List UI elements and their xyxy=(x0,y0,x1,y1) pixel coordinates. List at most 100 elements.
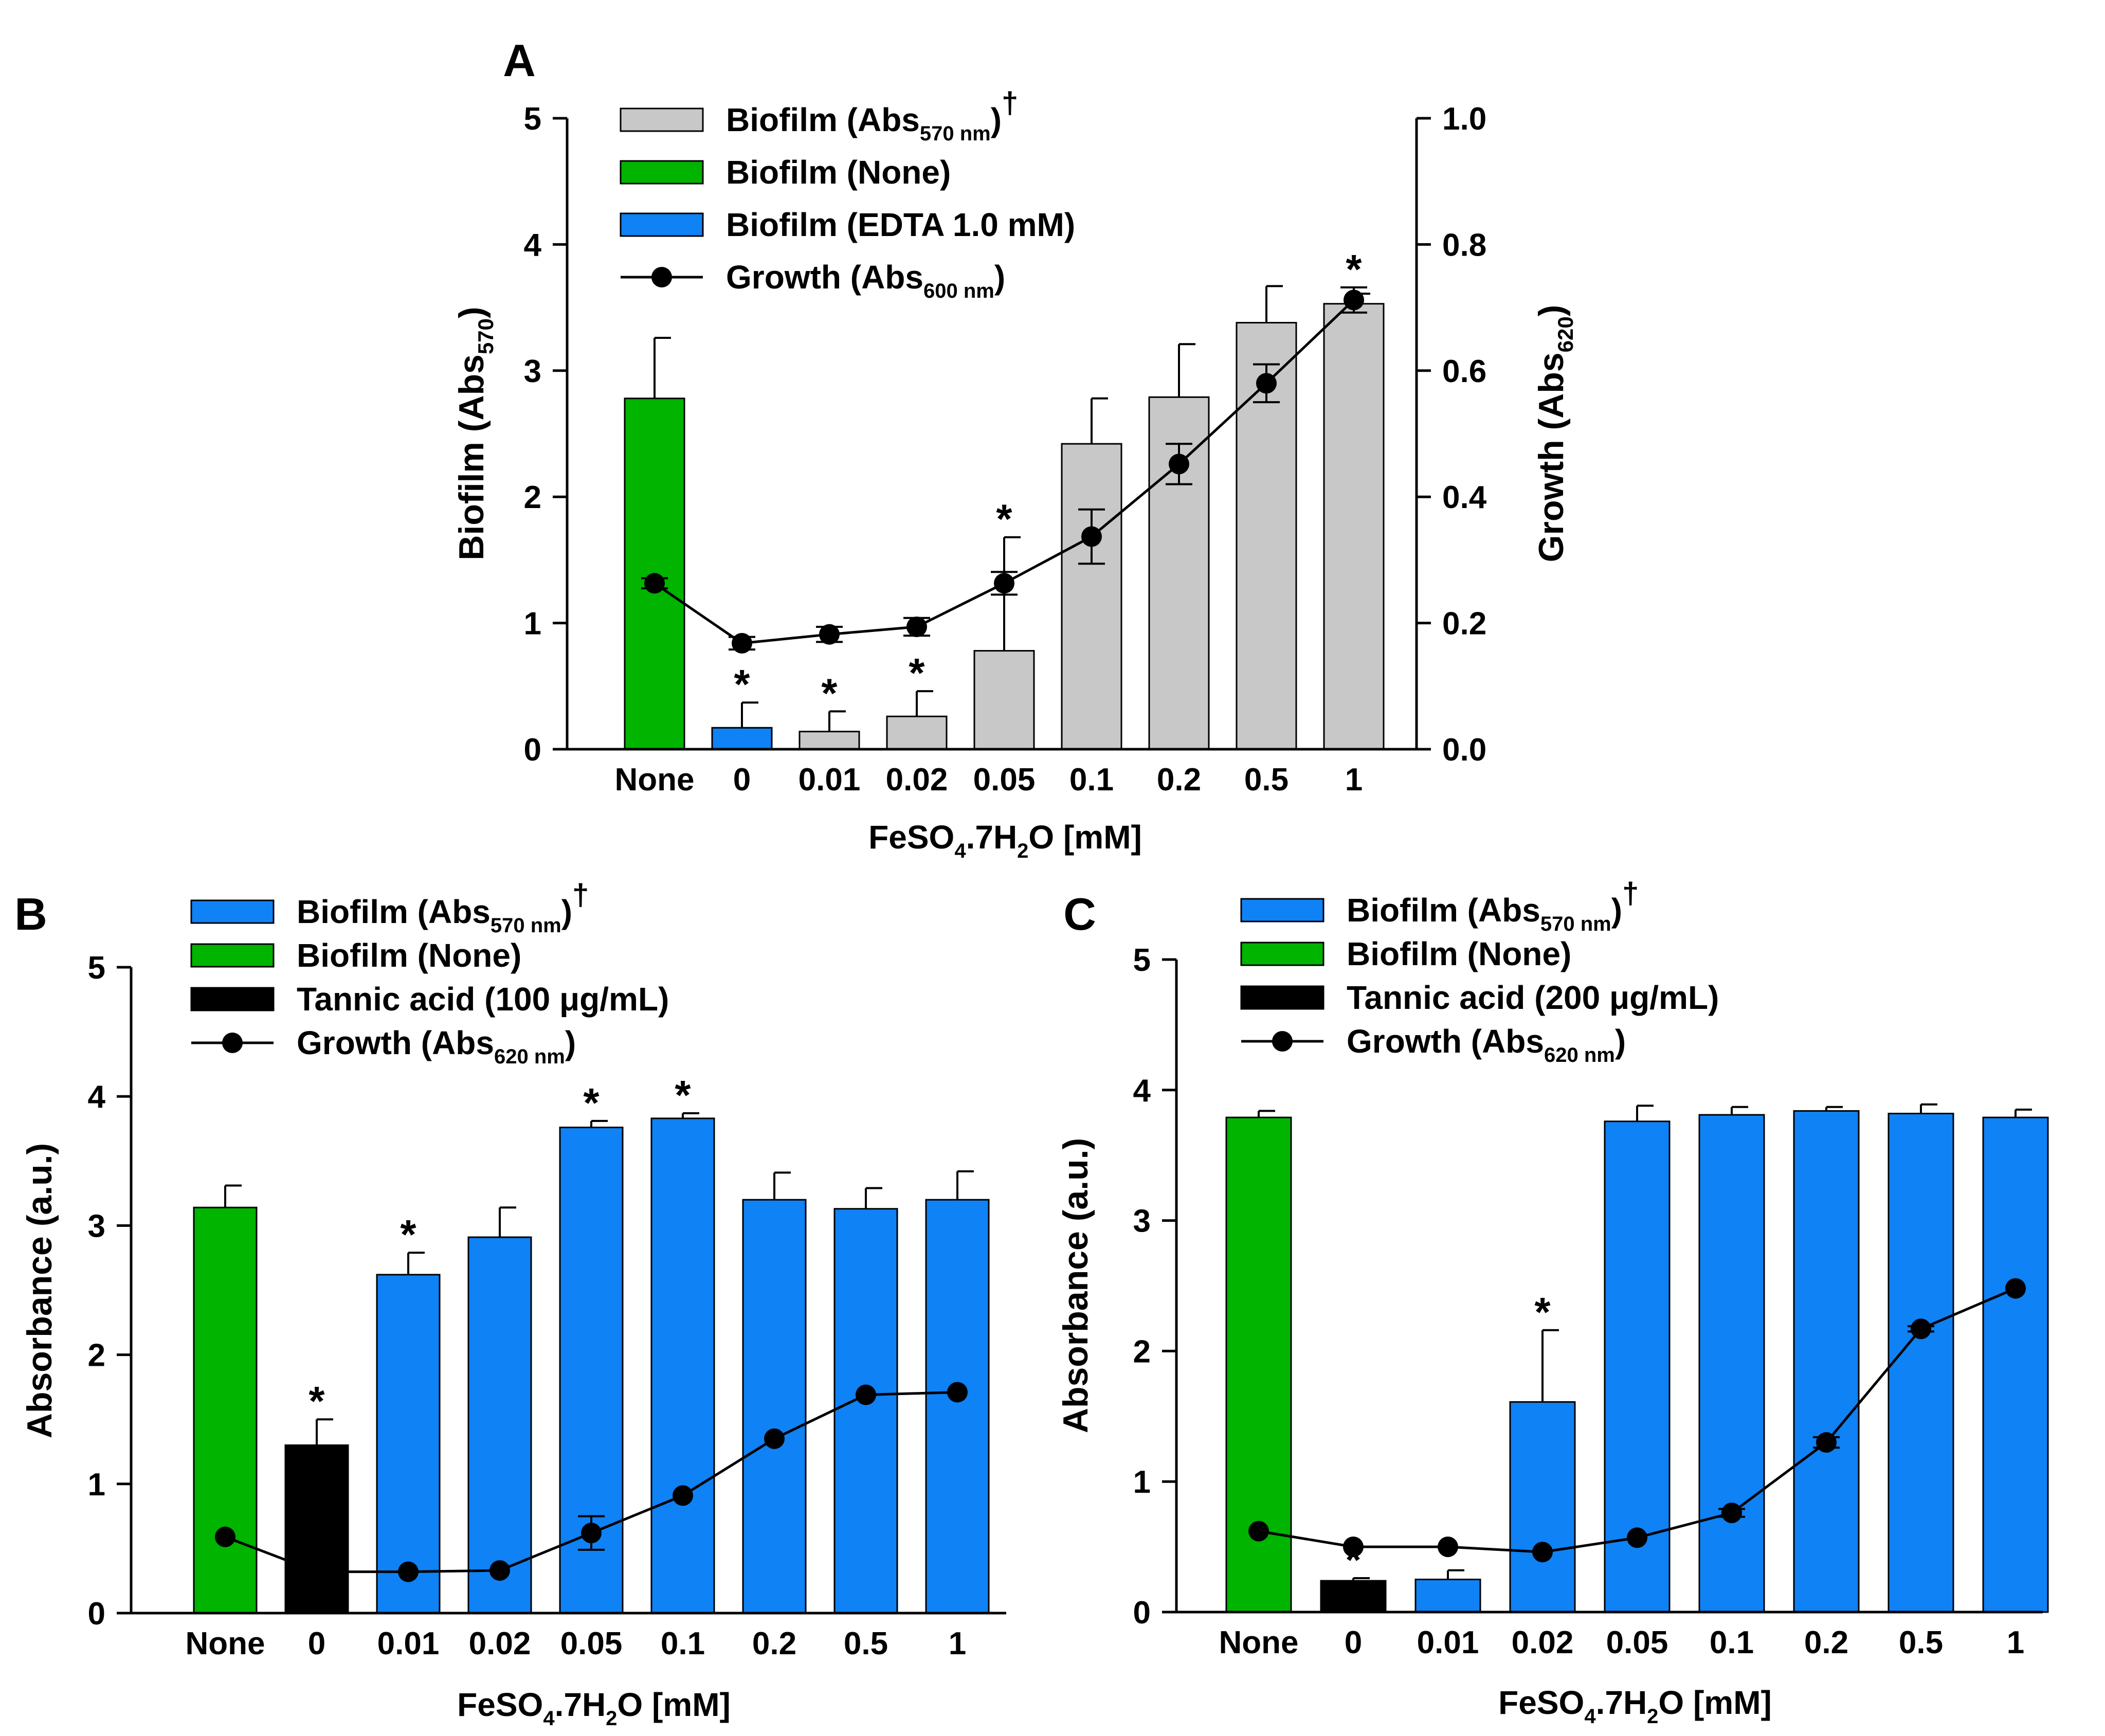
x-tick-label: 0.05 xyxy=(1606,1625,1668,1660)
x-axis-title-part: O [mM] xyxy=(1028,819,1141,856)
bar xyxy=(886,715,948,750)
x-axis-title-part: 4 xyxy=(543,1707,555,1730)
growth-point xyxy=(1627,1527,1647,1548)
y-tick-label: 4 xyxy=(88,1079,106,1115)
legend-swatch xyxy=(620,160,704,185)
chart-panel-b: B * * * * 0 1 2 3 4 5 None 0 0.01 0.02 0.05 0.1 0.2 0.5 1 Fe… xyxy=(14,878,1006,1730)
bar xyxy=(742,1199,807,1614)
legend-label: Tannic acid (100 μg/mL) xyxy=(297,981,669,1018)
growth-point xyxy=(2005,1278,2026,1299)
legend-label-part: † xyxy=(1622,877,1639,910)
y-tick-label: 1 xyxy=(1133,1464,1151,1500)
significance-asterisk: * xyxy=(1345,1537,1362,1583)
y2-tick-label: 0.2 xyxy=(1442,606,1486,642)
legend-label-part: Biofilm (Abs xyxy=(726,101,920,138)
x-tick-label: 0.02 xyxy=(886,762,948,798)
y2-tick-label: 0.4 xyxy=(1442,480,1487,515)
x-tick-label: 0 xyxy=(733,762,751,798)
bar xyxy=(711,727,773,750)
growth-point xyxy=(819,624,840,645)
growth-point xyxy=(947,1382,968,1403)
y-tick-label: 1 xyxy=(88,1467,105,1503)
y2-tick-label: 0.8 xyxy=(1442,227,1486,263)
y-tick-label: 3 xyxy=(524,354,541,389)
legend-marker xyxy=(222,1033,243,1053)
y-tick-label: 4 xyxy=(524,227,542,263)
growth-point xyxy=(673,1485,693,1506)
legend-label-part: Tannic acid (200 μg/mL) xyxy=(1347,979,1719,1016)
growth-point xyxy=(1081,526,1102,547)
legend-label-part: 620 nm xyxy=(494,1045,565,1068)
legend-label: Biofilm (None) xyxy=(726,154,951,191)
x-tick-label: 0.02 xyxy=(1512,1625,1574,1660)
x-tick-label: 0.2 xyxy=(1804,1625,1848,1660)
legend-label: Biofilm (Abs570 nm)† xyxy=(726,86,1018,145)
significance-asterisk: * xyxy=(309,1378,325,1424)
x-axis-title-part: O [mM] xyxy=(617,1686,730,1723)
legend-swatch xyxy=(1240,985,1324,1010)
significance-asterisk: * xyxy=(1534,1289,1551,1335)
significance-asterisk: * xyxy=(583,1080,600,1126)
growth-point xyxy=(994,573,1014,594)
y-tick-label: 5 xyxy=(524,101,541,137)
x-tick-label: 0.02 xyxy=(469,1626,531,1661)
legend-label-part: 600 nm xyxy=(923,280,994,302)
legend-swatch xyxy=(620,107,704,132)
legend-label-part: ) xyxy=(1615,1023,1626,1060)
growth-point xyxy=(306,1561,327,1582)
x-tick-label: 0.5 xyxy=(1244,762,1289,798)
x-tick-label: 0.01 xyxy=(1417,1625,1479,1660)
legend-label: Growth (Abs620 nm) xyxy=(297,1024,576,1068)
growth-point xyxy=(764,1428,785,1449)
bar xyxy=(650,1117,715,1614)
bar xyxy=(799,731,860,750)
legend-label-part: Growth (Abs xyxy=(726,259,923,296)
x-tick-label: 0.01 xyxy=(377,1626,440,1661)
x-axis-title: FeSO4.7H2O [mM] xyxy=(868,819,1142,862)
x-tick-label: 0.2 xyxy=(1157,762,1201,798)
legend-swatch xyxy=(620,212,704,237)
legend-label-part: † xyxy=(572,878,589,912)
bar xyxy=(1061,443,1122,750)
bar xyxy=(1414,1579,1481,1613)
significance-asterisk: * xyxy=(734,661,750,707)
significance-asterisk: * xyxy=(821,670,838,716)
x-tick-label: 0 xyxy=(1345,1625,1362,1660)
x-tick-label: 0.5 xyxy=(844,1626,888,1661)
panel-label: A xyxy=(503,35,536,86)
growth-point xyxy=(644,573,665,594)
legend: Biofilm (Abs570 nm)†Biofilm (None)Tannic… xyxy=(1240,877,1719,1066)
x-axis-title: FeSO4.7H2O [mM] xyxy=(1498,1684,1772,1728)
x-axis-title-part: 2 xyxy=(1647,1705,1658,1728)
y-tick-label: 0 xyxy=(1133,1595,1151,1631)
y-axis-title: Absorbance (a.u.) xyxy=(20,1143,59,1438)
growth-point xyxy=(732,632,752,654)
growth-point xyxy=(398,1561,419,1582)
y-tick-label: 2 xyxy=(88,1338,105,1373)
legend-label: Biofilm (None) xyxy=(1347,935,1571,972)
y-axis-title-part: ) xyxy=(452,306,491,318)
legend: Biofilm (Abs570 nm)† Biofilm (None) Biofil… xyxy=(620,86,1075,302)
legend-label-part: ) xyxy=(565,1024,576,1061)
y-tick-label: 3 xyxy=(1133,1204,1151,1239)
legend-label-part: Biofilm (EDTA 1.0 mM) xyxy=(726,206,1075,243)
x-axis-title-part: FeSO xyxy=(868,819,954,856)
growth-point xyxy=(1438,1536,1458,1558)
y-axis-title: Absorbance (a.u.) xyxy=(1056,1138,1095,1433)
legend-label-part: ) xyxy=(994,259,1005,296)
y-tick-label: 0 xyxy=(524,732,541,768)
legend-label-part: Biofilm (None) xyxy=(1347,935,1571,972)
y2-axis-title-part: ) xyxy=(1532,305,1571,317)
x-axis-title-part: 2 xyxy=(1017,840,1028,862)
y-tick-label: 3 xyxy=(88,1208,105,1244)
x-axis-title-part: .7H xyxy=(966,819,1018,856)
x-tick-label: 1 xyxy=(2007,1625,2024,1660)
legend-label-part: Biofilm (Abs xyxy=(1347,892,1540,929)
growth-point xyxy=(1248,1521,1269,1542)
x-tick-label: 0 xyxy=(308,1626,325,1661)
x-tick-label: None xyxy=(615,762,695,798)
chart-panel-c: C * * * 0 1 2 3 4 5 None 0 0.01 0.02 0.05 0.1 0.2 0.5 1 FeS… xyxy=(1056,877,2049,1728)
x-axis-title-part: .7H xyxy=(555,1686,606,1723)
bar xyxy=(1320,1580,1387,1613)
legend-label-part: 570 nm xyxy=(491,914,561,937)
